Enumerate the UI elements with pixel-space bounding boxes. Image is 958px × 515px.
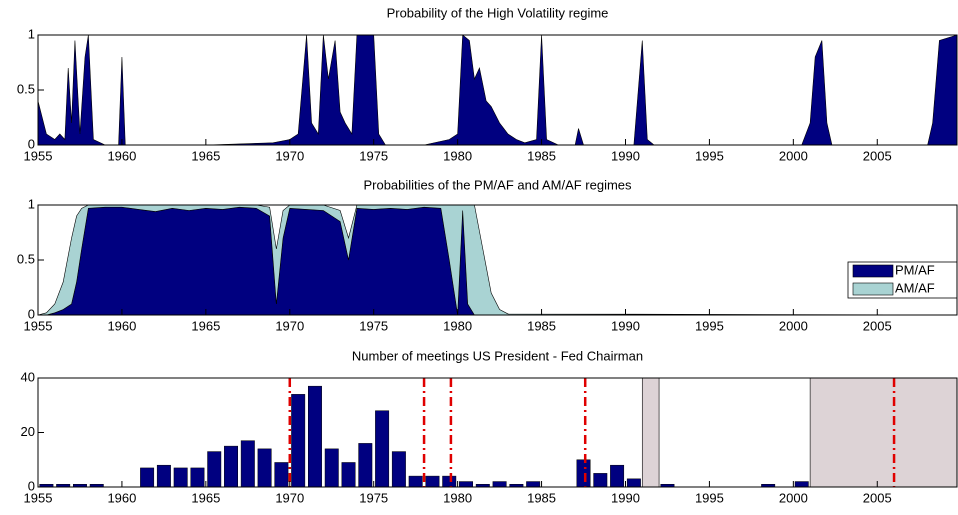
bar <box>274 462 289 488</box>
x-tick-label: 1965 <box>191 490 220 505</box>
chart-title: Probabilities of the PM/AF and AM/AF reg… <box>363 177 632 192</box>
bar <box>307 385 322 488</box>
bar <box>492 481 507 488</box>
y-tick-label: 20 <box>21 424 35 439</box>
x-tick-label: 1995 <box>695 148 724 163</box>
x-tick-label: 1980 <box>443 490 472 505</box>
x-tick-label: 1975 <box>359 490 388 505</box>
x-tick-label: 1970 <box>275 490 304 505</box>
bar <box>576 459 591 488</box>
legend-label: PM/AF <box>895 262 935 277</box>
x-tick-label: 2000 <box>779 490 808 505</box>
y-tick-label: 1 <box>28 26 35 41</box>
x-tick-label: 1965 <box>191 148 220 163</box>
bar <box>459 481 473 488</box>
bar <box>324 448 339 488</box>
bar <box>391 451 406 488</box>
shaded-span <box>641 377 660 488</box>
legend-swatch <box>852 282 894 296</box>
bar <box>425 475 440 488</box>
x-tick-label: 2005 <box>863 318 892 333</box>
x-tick-label: 1985 <box>527 148 556 163</box>
bar <box>207 451 222 488</box>
x-tick-label: 1990 <box>611 148 640 163</box>
x-tick-label: 1970 <box>275 148 304 163</box>
bar <box>358 443 373 488</box>
x-tick-label: 1960 <box>107 148 136 163</box>
x-tick-label: 1995 <box>695 318 724 333</box>
bar <box>190 467 205 488</box>
bar <box>626 478 641 488</box>
bar <box>257 448 272 488</box>
x-tick-label: 1955 <box>24 490 53 505</box>
shaded-span <box>809 377 958 488</box>
y-tick-label: 0 <box>28 136 35 151</box>
x-tick-label: 2005 <box>863 490 892 505</box>
x-tick-label: 1990 <box>611 490 640 505</box>
x-tick-label: 2000 <box>779 318 808 333</box>
y-tick-label: 0 <box>28 478 35 493</box>
bar <box>140 467 155 488</box>
x-tick-label: 1970 <box>275 318 304 333</box>
y-tick-label: 0.5 <box>17 251 35 266</box>
bar <box>610 464 625 488</box>
x-tick-label: 1955 <box>24 148 53 163</box>
bar <box>291 394 306 488</box>
x-tick-label: 2000 <box>779 148 808 163</box>
x-tick-label: 1975 <box>359 318 388 333</box>
area <box>37 34 958 146</box>
x-tick-label: 1980 <box>443 318 472 333</box>
bar <box>593 473 608 488</box>
y-tick-label: 0 <box>28 306 35 321</box>
x-tick-label: 1985 <box>527 490 556 505</box>
bar <box>341 462 356 488</box>
bar <box>442 475 457 488</box>
x-tick-label: 1965 <box>191 318 220 333</box>
bar <box>408 475 423 488</box>
bar <box>224 445 238 488</box>
bar <box>526 481 541 488</box>
chart-title: Number of meetings US President - Fed Ch… <box>352 348 643 363</box>
x-tick-label: 1995 <box>695 490 724 505</box>
area <box>38 206 957 316</box>
x-tick-label: 1960 <box>107 490 136 505</box>
y-tick-label: 0.5 <box>17 81 35 96</box>
legend-swatch <box>852 264 894 278</box>
x-tick-label: 1985 <box>527 318 556 333</box>
bar <box>375 410 390 488</box>
y-tick-label: 1 <box>28 196 35 211</box>
x-tick-label: 1960 <box>107 318 136 333</box>
y-tick-label: 40 <box>21 369 35 384</box>
x-tick-label: 1980 <box>443 148 472 163</box>
legend-label: AM/AF <box>895 280 935 295</box>
x-tick-label: 2005 <box>863 148 892 163</box>
x-tick-label: 1955 <box>24 318 53 333</box>
x-tick-label: 1990 <box>611 318 640 333</box>
x-tick-label: 1975 <box>359 148 388 163</box>
bar <box>156 464 171 488</box>
bar <box>794 481 809 488</box>
bar <box>173 467 188 488</box>
bar <box>240 440 255 488</box>
chart-title: Probability of the High Volatility regim… <box>387 5 609 20</box>
